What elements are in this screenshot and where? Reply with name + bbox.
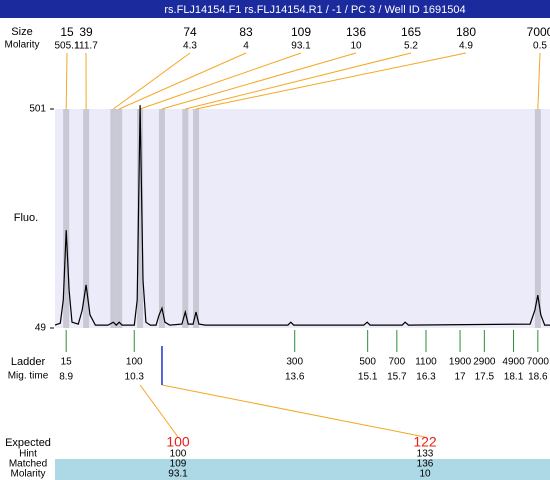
peak-connector	[161, 52, 357, 110]
size-label: Size	[11, 26, 32, 38]
ladder-time: 13.6	[285, 372, 305, 383]
plot-area	[55, 109, 550, 328]
peak-molarity: 0.5	[533, 41, 547, 52]
trace-line	[54, 105, 550, 326]
peak-molarity: 4.9	[459, 41, 473, 52]
ladder-size: 2900	[473, 357, 496, 368]
peak-band	[110, 109, 117, 328]
peak-connector	[537, 52, 541, 110]
header-title: rs.FLJ14154.F1 rs.FLJ14154.R1 / -1 / PC …	[164, 4, 465, 16]
ladder-time: 8.9	[59, 372, 73, 383]
ladder-size: 1900	[449, 357, 472, 368]
plot-layer: 4950115505.139111.7744.383410993.1136101…	[29, 25, 550, 480]
peak-size: 39	[79, 25, 93, 39]
hint-label: Hint	[19, 449, 37, 460]
peak-connector	[113, 52, 191, 110]
ladder-size: 4900	[502, 357, 525, 368]
expected-value: 122	[413, 434, 437, 450]
header-bar	[0, 0, 550, 18]
y-axis-label: Fluo.	[14, 212, 38, 224]
peak-molarity: 93.1	[291, 41, 311, 52]
expected-value: 100	[166, 434, 190, 450]
table-highlight	[55, 459, 550, 480]
peak-connector	[139, 52, 302, 110]
ladder-time: 10.3	[125, 372, 145, 383]
peak-molarity: 4	[243, 41, 249, 52]
mig-time-label: Mig. time	[8, 371, 49, 382]
peak-size: 15	[60, 25, 74, 39]
peak-molarity: 10	[350, 41, 362, 52]
peak-band	[137, 109, 144, 328]
matched-label: Matched	[9, 459, 47, 470]
ladder-time: 15.7	[387, 372, 407, 383]
peak-size: 136	[346, 25, 366, 39]
ladder-time: 17.5	[475, 372, 495, 383]
peak-molarity: 5.2	[404, 41, 418, 52]
peak-size: 7000	[527, 25, 550, 39]
peak-connector	[65, 52, 68, 110]
ladder-size: 7000	[527, 357, 550, 368]
peak-band	[534, 109, 541, 328]
molarity-label: Molarity	[4, 40, 39, 51]
peak-molarity: 505.1	[54, 41, 79, 52]
molarity-row-label: Molarity	[10, 469, 45, 480]
ladder-time: 18.6	[528, 372, 548, 383]
ladder-time: 17	[454, 372, 466, 383]
peak-size: 74	[183, 25, 197, 39]
y-tick-label: 501	[29, 104, 46, 115]
peak-band	[158, 109, 165, 328]
peak-size: 180	[456, 25, 476, 39]
peak-connector	[185, 52, 412, 110]
peak-molarity: 111.7	[74, 41, 98, 52]
molarity-value: 10	[419, 469, 431, 480]
ladder-size: 1100	[415, 357, 437, 368]
matched-value: 109	[170, 459, 187, 470]
peak-size: 165	[401, 25, 421, 39]
ladder-size: 15	[61, 357, 73, 368]
ladder-time: 15.1	[358, 372, 378, 383]
peak-size: 109	[291, 25, 311, 39]
expected-label: Expected	[5, 437, 51, 449]
molarity-value: 93.1	[168, 469, 188, 480]
hint-value: 133	[417, 449, 434, 460]
peak-band	[63, 109, 70, 328]
peak-size: 83	[239, 25, 253, 39]
ladder-time: 18.1	[504, 372, 524, 383]
peak-connector	[195, 52, 467, 110]
peak-molarity: 4.3	[183, 41, 197, 52]
matched-value: 136	[417, 459, 434, 470]
hint-value: 100	[170, 449, 187, 460]
peak-band	[193, 109, 200, 328]
ladder-size: 300	[286, 357, 303, 368]
peak-band	[83, 109, 90, 328]
ladder-size: 100	[126, 357, 143, 368]
peak-band	[182, 109, 189, 328]
match-connector	[139, 384, 179, 438]
ladder-size: 700	[388, 357, 405, 368]
y-tick-label: 49	[35, 323, 47, 334]
match-connector	[161, 384, 426, 438]
ladder-label: Ladder	[11, 356, 46, 368]
ladder-time: 16.3	[416, 372, 436, 383]
peak-connector	[118, 52, 247, 110]
ladder-size: 500	[359, 357, 376, 368]
peak-band	[116, 109, 123, 328]
